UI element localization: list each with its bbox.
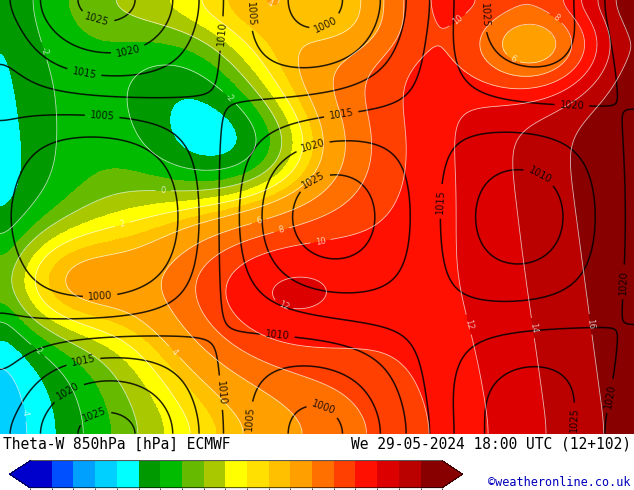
Text: Theta-W 850hPa [hPa] ECMWF: Theta-W 850hPa [hPa] ECMWF <box>3 437 231 451</box>
PathPatch shape <box>442 461 463 488</box>
Text: 2: 2 <box>119 219 126 229</box>
Text: 1005: 1005 <box>89 110 115 122</box>
Text: 1000: 1000 <box>87 291 113 302</box>
Text: 10: 10 <box>314 236 327 246</box>
Text: 1020: 1020 <box>618 270 629 294</box>
Text: 1015: 1015 <box>435 189 446 214</box>
Text: 1000: 1000 <box>313 15 339 35</box>
Text: 12: 12 <box>277 299 290 312</box>
Text: 16: 16 <box>585 318 596 330</box>
Text: ©weatheronline.co.uk: ©weatheronline.co.uk <box>488 476 631 489</box>
Text: 1025: 1025 <box>479 2 490 27</box>
Text: 1015: 1015 <box>328 107 354 121</box>
Text: 1010: 1010 <box>215 380 227 405</box>
Text: 1025: 1025 <box>301 170 327 191</box>
Text: 8: 8 <box>278 225 285 235</box>
Text: -4: -4 <box>20 408 30 417</box>
Text: 12: 12 <box>463 318 474 331</box>
Text: 4: 4 <box>169 347 179 357</box>
Text: 1005: 1005 <box>245 1 256 26</box>
Text: We 29-05-2024 18:00 UTC (12+102): We 29-05-2024 18:00 UTC (12+102) <box>351 437 631 451</box>
Text: 0: 0 <box>160 186 166 195</box>
Text: 1010: 1010 <box>265 329 290 342</box>
Text: 14: 14 <box>527 322 538 334</box>
Text: 1020: 1020 <box>559 100 585 111</box>
Text: -2: -2 <box>223 92 235 104</box>
Text: 1015: 1015 <box>70 353 96 368</box>
Text: 1010: 1010 <box>527 165 553 185</box>
Text: -2: -2 <box>39 46 49 56</box>
Text: 1020: 1020 <box>115 43 141 58</box>
Text: 1025: 1025 <box>84 12 110 28</box>
Text: 1020: 1020 <box>55 381 81 402</box>
Text: 10: 10 <box>451 13 465 26</box>
Text: 1020: 1020 <box>603 383 617 409</box>
Text: 6: 6 <box>508 54 517 64</box>
Text: 4: 4 <box>266 0 275 9</box>
Text: -2: -2 <box>32 344 44 357</box>
Text: 6: 6 <box>256 216 263 226</box>
PathPatch shape <box>10 461 30 488</box>
Text: 1015: 1015 <box>71 66 97 80</box>
Text: 1025: 1025 <box>81 406 108 424</box>
Text: 1005: 1005 <box>245 406 256 431</box>
Text: 1000: 1000 <box>310 399 337 416</box>
Text: 1020: 1020 <box>299 137 326 153</box>
Text: 1025: 1025 <box>569 408 579 433</box>
Text: 8: 8 <box>551 13 560 23</box>
Text: 1010: 1010 <box>216 21 228 46</box>
